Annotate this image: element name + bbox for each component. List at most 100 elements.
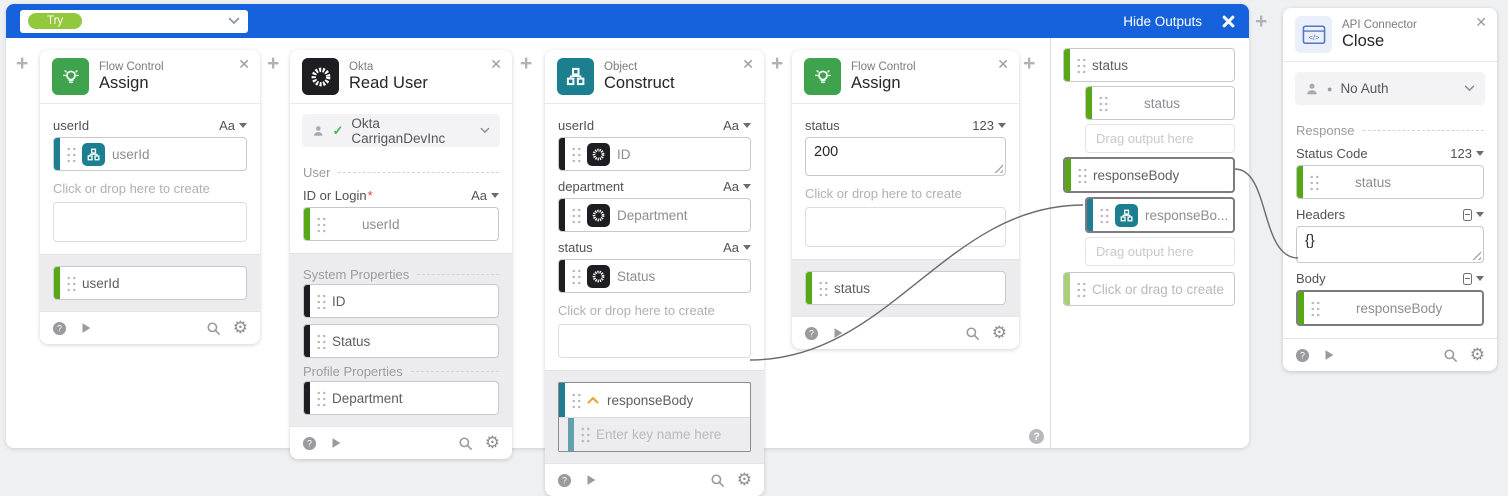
collapse-icon[interactable] (587, 396, 599, 404)
field-type-selector[interactable]: 123 (1450, 146, 1484, 161)
search-icon[interactable] (1443, 348, 1458, 363)
field-type-selector[interactable]: 123 (972, 118, 1006, 133)
card-footer: ? ⚙ (792, 316, 1019, 349)
output-chip-department[interactable]: Department (303, 381, 499, 415)
add-card-button[interactable]: + (1023, 52, 1036, 75)
flow-output-responsebody-value[interactable]: responseBo... (1085, 197, 1235, 233)
value-chip-userid[interactable]: userId (303, 207, 499, 241)
field-label: status (805, 118, 840, 133)
svg-text:?: ? (307, 438, 312, 448)
create-output-chip[interactable]: Click or drag to create (1063, 272, 1235, 306)
drop-hint: Click or drop here to create (53, 181, 210, 196)
gear-icon[interactable]: ⚙ (484, 433, 500, 453)
close-icon[interactable]: ✕ (238, 56, 250, 72)
search-icon[interactable] (965, 326, 980, 341)
output-chip-id[interactable]: ID (303, 284, 499, 318)
resize-handle[interactable] (993, 163, 1003, 173)
add-card-button[interactable]: + (771, 52, 784, 75)
play-icon[interactable] (79, 321, 93, 335)
card-api-connector-close: </> API Connector Close ✕ ● No Auth Resp… (1283, 8, 1497, 371)
card-category: Flow Control (851, 60, 916, 73)
add-card-button[interactable]: + (1255, 10, 1268, 33)
connected-check-icon: ✓ (332, 122, 344, 138)
close-icon[interactable]: ✕ (1475, 14, 1487, 30)
output-key-input[interactable]: Enter key name here (559, 417, 750, 451)
card-header: Object Construct ✕ (545, 50, 764, 104)
card-output-section: userId (40, 254, 260, 311)
chip-color-bar (559, 260, 565, 292)
okta-logo-icon (587, 203, 610, 227)
card-assign-status: Flow Control Assign ✕ status 123 200 Cli… (792, 50, 1019, 349)
connection-selector[interactable]: ● No Auth (1295, 72, 1485, 105)
chip-color-bar (1086, 87, 1092, 119)
status-code-chip[interactable]: status (1296, 165, 1484, 199)
help-icon[interactable]: ? (302, 436, 317, 451)
headers-input[interactable]: {} (1296, 226, 1484, 263)
search-icon[interactable] (458, 436, 473, 451)
no-auth-dot-icon: ● (1327, 83, 1333, 94)
field-type-selector[interactable]: Aa (723, 240, 751, 255)
run-mode-select[interactable]: Try (20, 9, 248, 33)
gear-icon[interactable]: ⚙ (232, 318, 248, 338)
help-icon[interactable]: ? (1029, 429, 1044, 444)
gear-icon[interactable]: ⚙ (1469, 345, 1485, 365)
field-type-selector[interactable]: Aa (723, 179, 751, 194)
output-group-responsebody[interactable]: responseBody Enter key name here (558, 382, 751, 452)
drag-output-dropzone[interactable]: Drag output here (1085, 124, 1235, 153)
field-label: ID or Login* (303, 188, 373, 203)
add-card-button[interactable]: + (267, 52, 280, 75)
help-icon[interactable]: ? (557, 473, 572, 488)
close-icon[interactable]: ✕ (490, 56, 502, 72)
empty-field-dropzone[interactable] (558, 324, 751, 358)
card-category: API Connector (1342, 18, 1417, 31)
card-category: Object (604, 60, 638, 73)
card-footer: ? ⚙ (1283, 338, 1497, 371)
sliders-icon (1326, 297, 1349, 320)
person-icon (314, 125, 323, 136)
play-icon[interactable] (1322, 348, 1336, 362)
connection-selector[interactable]: ✓ Okta CarriganDevInc (302, 114, 500, 147)
search-icon[interactable] (710, 473, 725, 488)
gear-icon[interactable]: ⚙ (736, 470, 752, 490)
hide-outputs-button[interactable]: Hide Outputs (1123, 13, 1202, 29)
close-icon[interactable]: ✕ (742, 56, 754, 72)
field-type-selector[interactable]: Aa (471, 188, 499, 203)
caret-down-icon (743, 123, 751, 128)
empty-field-dropzone[interactable] (53, 202, 247, 242)
field-type-selector[interactable]: Aa (219, 118, 247, 133)
status-value-input[interactable]: 200 (805, 137, 1006, 176)
flow-output-status-value[interactable]: status (1085, 86, 1235, 120)
body-chip[interactable]: responseBody (1296, 290, 1484, 326)
output-chip-status[interactable]: status (805, 271, 1006, 305)
field-type-selector[interactable] (1463, 272, 1484, 285)
flow-output-status[interactable]: status (1063, 48, 1235, 82)
gear-icon[interactable]: ⚙ (991, 323, 1007, 343)
drag-output-dropzone[interactable]: Drag output here (1085, 237, 1235, 266)
drag-handle-icon (571, 145, 582, 163)
output-chip-userid[interactable]: userId (53, 266, 247, 300)
close-test-icon[interactable] (1222, 15, 1235, 28)
search-icon[interactable] (206, 321, 221, 336)
help-icon[interactable]: ? (804, 326, 819, 341)
value-chip-status[interactable]: Status (558, 259, 751, 293)
value-chip-department[interactable]: Department (558, 198, 751, 232)
field-type-selector[interactable] (1463, 208, 1484, 221)
empty-field-dropzone[interactable] (805, 207, 1006, 247)
resize-handle[interactable] (1471, 250, 1481, 260)
value-chip-userid[interactable]: userId (53, 137, 247, 171)
sliders-icon (1325, 171, 1348, 194)
add-card-button[interactable]: + (520, 52, 533, 75)
card-body: status 123 200 Click or drop here to cre… (792, 104, 1019, 259)
play-icon[interactable] (329, 436, 343, 450)
field-type-selector[interactable]: Aa (723, 118, 751, 133)
play-icon[interactable] (831, 326, 845, 340)
help-icon[interactable]: ? (52, 321, 67, 336)
add-card-button[interactable]: + (16, 52, 29, 75)
play-icon[interactable] (584, 473, 598, 487)
okta-logo-icon (587, 264, 610, 288)
help-icon[interactable]: ? (1295, 348, 1310, 363)
close-icon[interactable]: ✕ (997, 56, 1009, 72)
value-chip-id[interactable]: ID (558, 137, 751, 171)
flow-output-responsebody[interactable]: responseBody (1063, 157, 1235, 193)
output-chip-status[interactable]: Status (303, 324, 499, 358)
